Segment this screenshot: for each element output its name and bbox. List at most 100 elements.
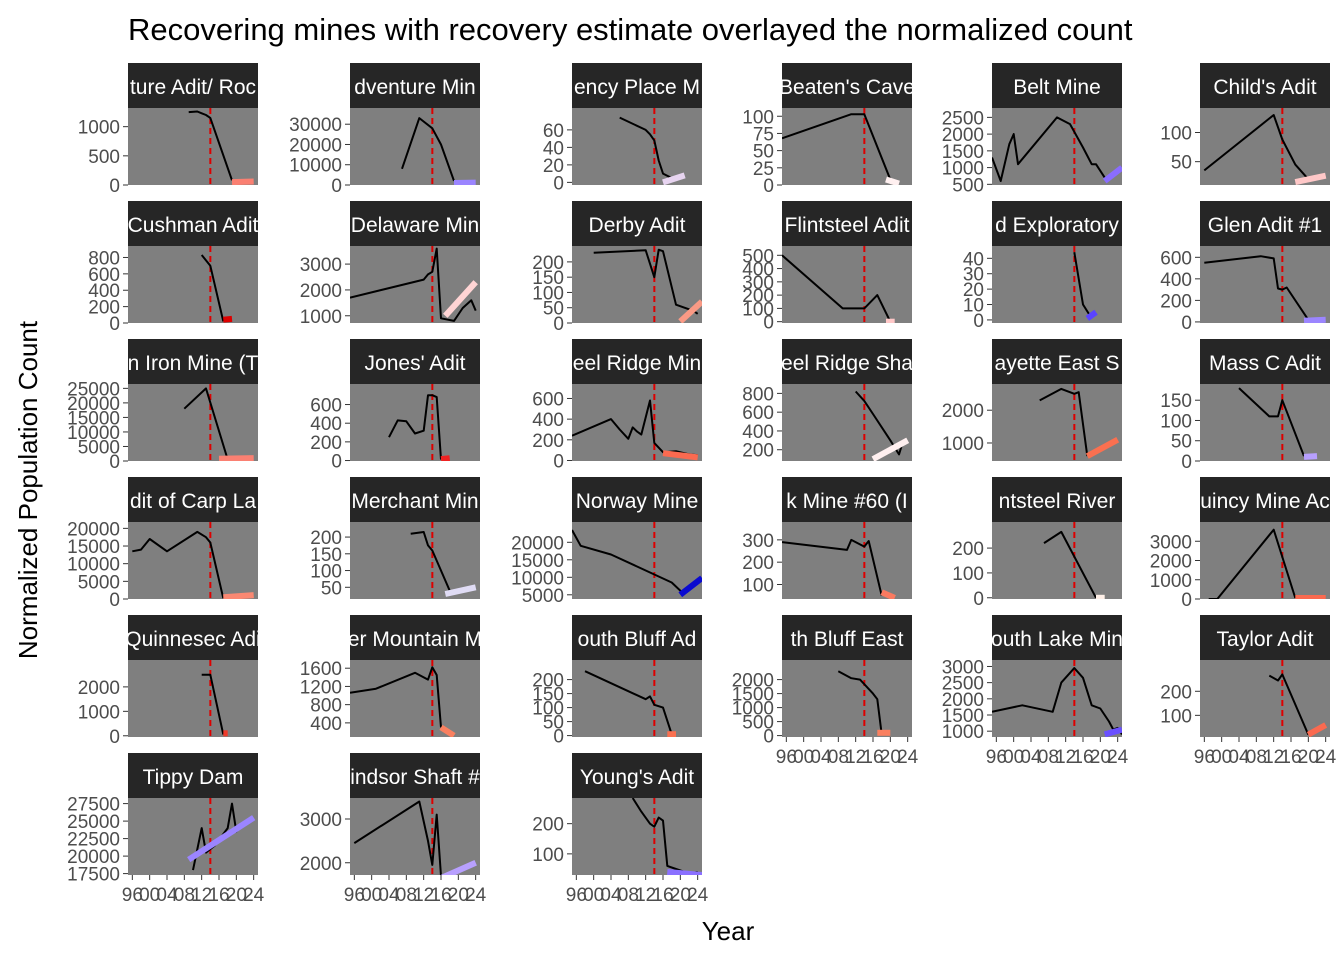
count-series-line — [572, 529, 686, 596]
count-series-line — [132, 530, 225, 599]
x-tick-label: 00 — [1211, 747, 1232, 768]
count-series-line — [410, 531, 451, 591]
y-tick-label: 100 — [742, 575, 774, 596]
y-tick-label: 50 — [543, 713, 564, 734]
x-tick-label: 08 — [396, 885, 417, 906]
recovery-estimate-line — [223, 592, 254, 599]
y-tick-label: 50 — [1171, 432, 1192, 453]
x-tick-label: 96 — [776, 747, 797, 768]
facet-label: th Bluff East — [791, 628, 904, 651]
y-tick-label: 40 — [963, 249, 984, 270]
y-tick-label: 10000 — [67, 555, 120, 576]
y-tick-label: 0 — [109, 176, 120, 197]
facet-label: ntsteel River — [999, 490, 1116, 513]
facet-panel: Delaware Min 1000 2000 3000 — [300, 201, 480, 328]
y-tick-label: 600 — [742, 403, 774, 424]
recovery-estimate-line — [443, 280, 478, 318]
x-tick-label: 20 — [226, 885, 247, 906]
x-tick-label: 00 — [139, 885, 160, 906]
panel-background — [128, 798, 258, 875]
y-tick-label: 3000 — [300, 810, 342, 831]
x-tick-label: 96 — [1194, 747, 1215, 768]
y-tick-label: 800 — [88, 248, 120, 269]
y-tick-label: 1000 — [732, 699, 774, 720]
facet-strip — [1200, 201, 1330, 246]
facet-strip — [572, 753, 702, 798]
y-tick-label: 100 — [532, 283, 564, 304]
x-tick-label: 16 — [208, 885, 229, 906]
y-tick-label: 2000 — [78, 678, 120, 699]
panel-background — [1200, 384, 1330, 461]
facet-panel: Child's Adit 50 100 — [1160, 63, 1330, 185]
facet-strip — [572, 339, 702, 384]
recovery-estimate-line — [440, 455, 450, 461]
panel-background — [782, 246, 912, 323]
y-tick-label: 100 — [952, 564, 984, 585]
y-tick-label: 100 — [532, 699, 564, 720]
y-tick-label: 1600 — [300, 659, 342, 680]
facet-strip — [992, 477, 1122, 522]
y-tick-label: 2000 — [942, 690, 984, 711]
y-tick-label: 20 — [543, 156, 564, 177]
x-tick-label: 16 — [862, 747, 883, 768]
y-tick-label: 200 — [310, 433, 342, 454]
facet-strip — [782, 339, 912, 384]
facet-strip — [128, 477, 258, 522]
y-tick-label: 2000 — [300, 854, 342, 875]
y-tick-label: 2000 — [942, 401, 984, 422]
facet-strip — [572, 615, 702, 660]
count-series-line — [201, 673, 225, 735]
count-series-line — [353, 800, 442, 875]
y-tick-label: 1000 — [300, 307, 342, 328]
x-tick-label: 20 — [880, 747, 901, 768]
count-series-line — [401, 117, 455, 182]
y-tick-label: 0 — [331, 176, 342, 197]
facet-label: outh Bluff Ad — [578, 628, 697, 651]
recovery-estimate-line — [439, 724, 456, 737]
count-series-line — [200, 254, 225, 322]
count-series-line — [619, 116, 673, 179]
y-tick-label: 200 — [742, 441, 774, 462]
panel-background — [128, 384, 258, 461]
y-tick-label: 20000 — [67, 394, 120, 415]
x-tick-label: 16 — [1280, 747, 1301, 768]
y-tick-label: 1000 — [942, 159, 984, 180]
y-tick-label: 500 — [742, 246, 774, 267]
x-tick-label: 24 — [687, 885, 709, 906]
y-tick-label: 5000 — [78, 437, 120, 458]
y-tick-label: 60 — [543, 121, 564, 142]
panel-background — [128, 246, 258, 323]
recovery-estimate-line — [885, 176, 900, 185]
facet-label: Child's Adit — [1213, 76, 1316, 99]
facet-label: Cushman Adit — [128, 214, 259, 237]
x-tick-label: 16 — [1072, 747, 1093, 768]
y-tick-label: 0 — [331, 452, 342, 473]
facet-strip — [1200, 615, 1330, 660]
count-series-line — [350, 247, 477, 322]
x-tick-label: 24 — [243, 885, 265, 906]
x-tick-label: 00 — [1003, 747, 1024, 768]
y-tick-label: 22500 — [67, 830, 120, 851]
y-tick-label: 25000 — [67, 379, 120, 400]
count-series-line — [782, 254, 892, 323]
y-tick-label: 400 — [532, 410, 564, 431]
count-series-line — [188, 110, 233, 181]
x-tick-label: 96 — [566, 885, 587, 906]
recovery-estimate-line — [1085, 437, 1120, 459]
facet-strip — [572, 477, 702, 522]
count-series-line — [572, 399, 698, 457]
x-tick-label: 16 — [430, 885, 451, 906]
x-tick-label: 20 — [1298, 747, 1319, 768]
y-tick-label: 20000 — [67, 847, 120, 868]
x-tick-label: 08 — [828, 747, 849, 768]
facet-strip — [572, 201, 702, 246]
y-tick-label: 27500 — [67, 795, 120, 816]
panel-background — [572, 798, 702, 875]
